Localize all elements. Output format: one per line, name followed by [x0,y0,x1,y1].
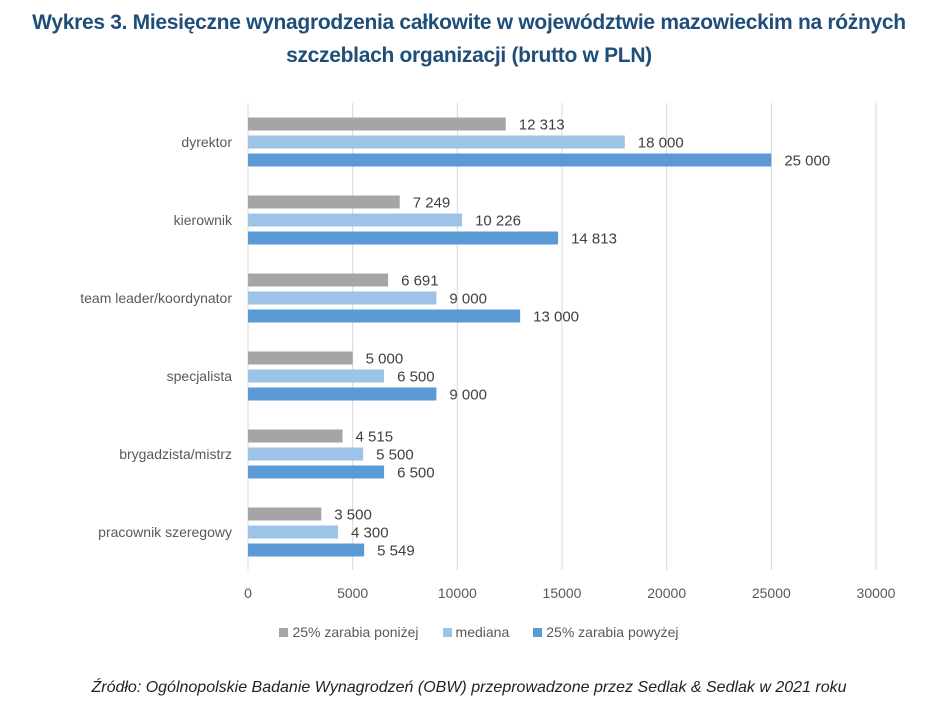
legend-item-median: mediana [442,624,510,640]
chart-title: Wykres 3. Miesięczne wynagrodzenia całko… [0,6,938,72]
bar [248,351,353,365]
legend-swatch [442,627,452,637]
data-label: 9 000 [449,291,487,308]
bar [248,213,463,227]
data-label: 4 300 [351,525,389,542]
bar [248,117,506,131]
data-label: 6 500 [397,369,435,386]
data-label: 10 226 [475,213,521,230]
x-tick-label: 25000 [752,585,791,601]
legend: 25% zarabia poniżej mediana 25% zarabia … [0,624,938,640]
bar [248,195,400,209]
bar [248,507,322,521]
data-label: 12 313 [519,117,565,134]
bar [248,447,364,461]
legend-label: 25% zarabia poniżej [292,624,419,640]
bar [248,153,772,167]
chart-title-line1: Wykres 3. Miesięczne wynagrodzenia całko… [32,11,906,34]
data-label: 9 000 [449,387,487,404]
x-tick-label: 30000 [857,585,896,601]
legend-item-above: 25% zarabia powyżej [533,624,679,640]
bar [248,543,365,557]
category-label: team leader/koordynator [80,290,232,306]
legend-label: 25% zarabia powyżej [546,624,679,640]
bar [248,465,385,479]
category-label: brygadzista/mistrz [119,446,232,462]
x-tick-label: 10000 [438,585,477,601]
category-label: kierownik [174,212,233,228]
data-label: 14 813 [571,231,617,248]
data-label: 13 000 [533,309,579,326]
legend-swatch [533,627,543,637]
data-label: 5 000 [366,351,404,368]
data-label: 5 500 [376,447,414,464]
bar [248,273,389,287]
bar [248,525,339,539]
x-tick-label: 0 [244,585,252,601]
bar [248,231,559,245]
category-label: pracownik szeregowy [98,524,232,540]
x-tick-label: 15000 [543,585,582,601]
bar [248,309,521,323]
data-label: 18 000 [638,135,684,152]
bar [248,429,343,443]
x-tick-label: 20000 [647,585,686,601]
data-label: 6 500 [397,465,435,482]
data-label: 6 691 [401,273,439,290]
category-label: dyrektor [181,134,232,150]
data-label: 4 515 [356,429,394,446]
legend-label: mediana [455,624,510,640]
legend-swatch [279,627,289,637]
data-label: 25 000 [784,153,830,170]
x-tick-label: 5000 [337,585,368,601]
legend-item-below: 25% zarabia poniżej [279,624,419,640]
data-label: 7 249 [413,195,451,212]
bar [248,291,437,305]
bar [248,135,625,149]
data-label: 5 549 [377,543,415,560]
category-label: specjalista [167,368,233,384]
bar [248,369,385,383]
data-label: 3 500 [334,507,372,524]
bar [248,387,437,401]
chart-title-line2: szczeblach organizacji (brutto w PLN) [286,44,652,67]
source-note: Źródło: Ogólnopolskie Badanie Wynagrodze… [91,679,847,696]
